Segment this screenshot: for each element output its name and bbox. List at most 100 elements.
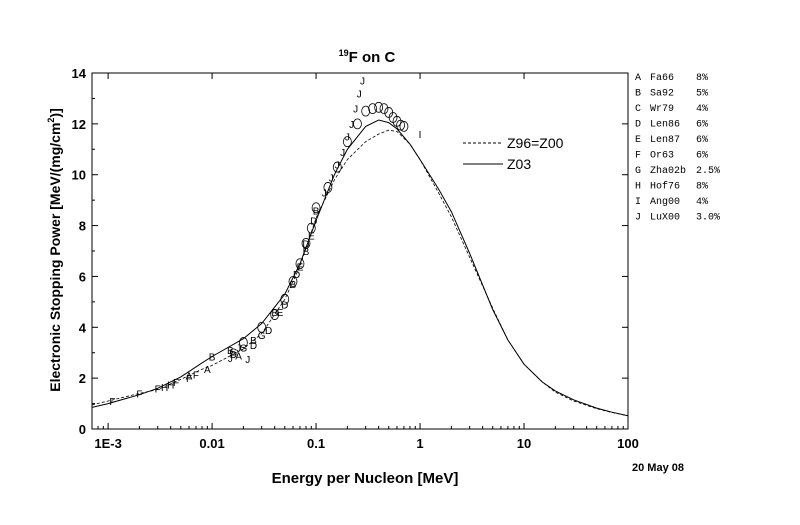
x-tick-label: 1E-3 [94, 436, 121, 451]
data-point-marker [396, 119, 405, 131]
data-point-marker [361, 105, 371, 117]
data-point-marker: J [360, 77, 365, 88]
data-point-marker: B [313, 206, 320, 217]
dataset-ref: Or63 [650, 151, 674, 162]
data-point-marker: B [303, 247, 310, 258]
dataset-code: D [635, 120, 641, 131]
data-point-marker: J [349, 120, 354, 131]
dataset-error: 6% [696, 120, 708, 131]
data-point-marker: H [161, 383, 168, 394]
legend-label: Z96=Z00 [507, 135, 564, 151]
dataset-ref: Ang00 [650, 197, 680, 208]
data-point-marker: F [173, 378, 179, 389]
dataset-ref: Len86 [650, 120, 680, 131]
data-point-marker: B [271, 308, 278, 319]
y-tick-label: 14 [72, 66, 87, 81]
data-point-marker [288, 276, 298, 287]
data-point-marker: E [277, 308, 284, 319]
y-tick-label: 0 [79, 422, 86, 437]
dataset-code: J [635, 213, 641, 224]
data-point-marker [368, 103, 378, 114]
dataset-code: F [635, 151, 641, 162]
data-point-marker: E [308, 232, 315, 243]
data-point-marker [257, 321, 267, 333]
data-point-marker: I [419, 130, 422, 141]
data-point-marker: B [250, 336, 257, 347]
y-axis-label: Electronic Stopping Power [MeV/(mg/cm2)] [46, 108, 63, 392]
data-point-marker: J [329, 173, 334, 184]
data-point-marker: G [258, 331, 266, 342]
dataset-error: 6% [696, 135, 708, 146]
x-tick-label: 1 [416, 436, 423, 451]
data-point-marker: D [281, 300, 288, 311]
data-point-marker: J [340, 148, 345, 159]
data-point-marker: J [345, 133, 350, 144]
y-tick-label: 2 [79, 371, 86, 386]
plot-frame [91, 72, 629, 430]
x-axis-label: Energy per Nucleon [MeV] [272, 470, 459, 487]
dataset-error: 4% [696, 197, 708, 208]
dataset-code: A [635, 73, 641, 84]
dataset-error: 6% [696, 151, 708, 162]
data-point-marker [399, 121, 409, 132]
dataset-ref: Zha02b [650, 165, 686, 177]
series-layer [91, 119, 629, 417]
data-point-marker: A [204, 365, 211, 376]
data-point-marker: A [235, 351, 242, 362]
data-point-marker: E [297, 262, 304, 273]
series-line-z03 [91, 119, 629, 417]
dataset-code: E [635, 135, 641, 146]
x-tick-label: 10 [517, 436, 531, 451]
data-point-marker [379, 103, 389, 114]
data-point-marker [374, 101, 384, 113]
y-tick-label: 6 [79, 269, 86, 284]
dataset-ref: Wr79 [650, 104, 674, 115]
data-point-marker [295, 258, 305, 270]
data-point-marker: J [245, 355, 250, 366]
data-point-marker: D [230, 350, 237, 361]
dataset-error: 4% [696, 104, 708, 115]
data-point-marker: F [155, 384, 161, 395]
x-axis: 1E-3 0.01 0.1 1 10 100 [94, 73, 639, 451]
data-point-marker [311, 202, 321, 214]
dataset-code: I [635, 197, 641, 208]
dataset-list: A Fa66 8% B Sa92 5% C Wr79 4% D Len86 6% E Len87 6% F Or… [635, 73, 720, 224]
x-tick-label: 0.1 [307, 436, 325, 451]
data-point-marker [353, 118, 362, 130]
data-point-marker [323, 182, 333, 193]
data-point-marker: A [186, 372, 193, 383]
data-point-marker: J [228, 354, 233, 365]
y-axis-label-sup: 2 [46, 118, 56, 123]
dataset-code: H [635, 182, 641, 193]
data-point-marker: J [335, 161, 340, 172]
plot-border [91, 72, 629, 430]
data-point-marker [238, 337, 248, 348]
data-point-marker: F [136, 389, 142, 400]
data-point-marker: J [236, 344, 241, 355]
data-point-marker: J [322, 189, 327, 200]
dataset-code: C [635, 104, 641, 115]
data-point-marker: F [186, 374, 192, 385]
data-point-marker: F [193, 370, 199, 381]
y-axis: 0 2 4 6 8 10 12 14 [72, 66, 628, 437]
data-point-marker: D [265, 326, 272, 337]
dataset-code: G [635, 166, 641, 177]
x-tick-label: 0.01 [199, 436, 224, 451]
legend: Z96=Z00 Z03 [463, 135, 564, 172]
title-text: F on C [349, 49, 396, 66]
dataset-error: 2.5% [696, 166, 720, 177]
dataset-ref: Hof76 [650, 181, 680, 193]
y-tick-label: 10 [72, 168, 86, 183]
dataset-ref: Len87 [650, 135, 680, 146]
date-stamp: 20 May 08 [632, 462, 684, 474]
dataset-error: 3.0% [696, 213, 720, 224]
data-point-marker: B [227, 346, 234, 357]
data-point-marker: D [293, 270, 300, 281]
data-point-marker [332, 161, 342, 173]
data-point-marker [306, 222, 316, 234]
data-point-marker: D [250, 341, 257, 352]
data-point-marker: G [239, 344, 247, 355]
title-superscript: 19 [339, 48, 349, 58]
